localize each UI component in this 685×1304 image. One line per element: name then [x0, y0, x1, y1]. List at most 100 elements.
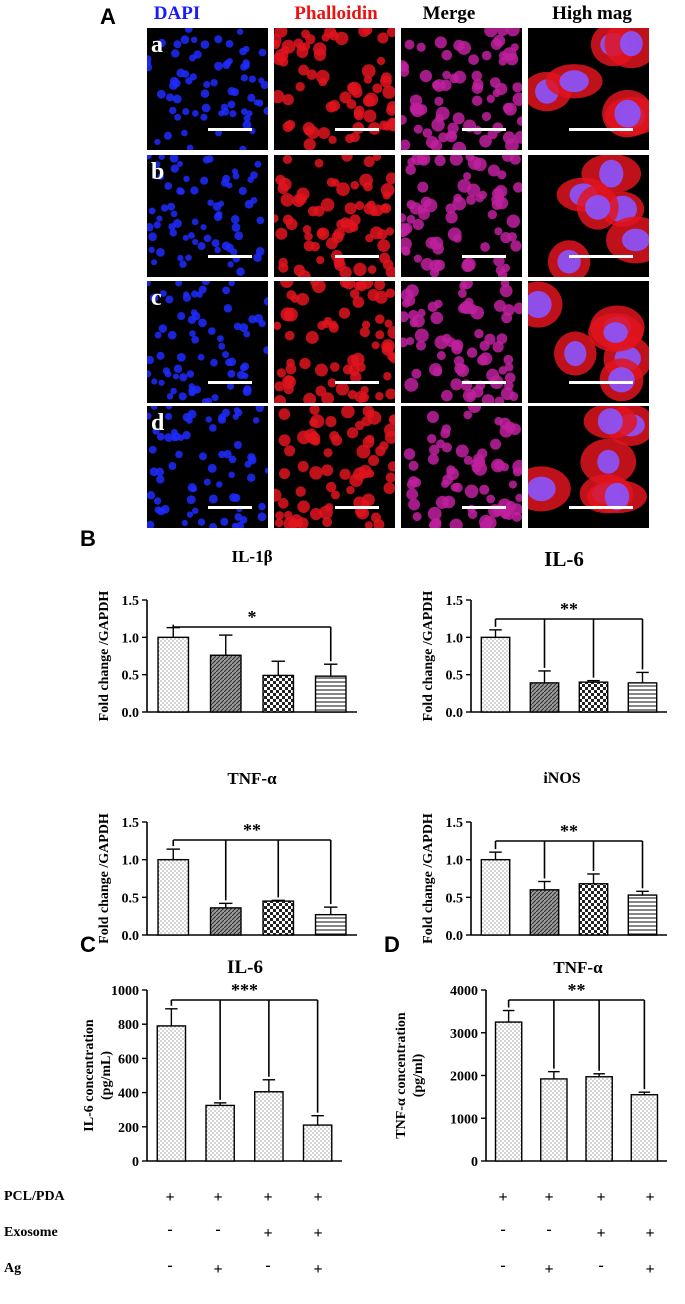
cell [191, 36, 198, 44]
cell [346, 485, 355, 495]
cell [506, 28, 520, 37]
cell [328, 320, 338, 330]
cell [157, 173, 165, 181]
chart-6: TNF-α 0 1000 2000 3000 4000 TNF-α concentratio… [394, 958, 667, 1170]
cell [234, 231, 244, 241]
cell [374, 290, 388, 304]
cell [313, 48, 327, 62]
cell [327, 378, 337, 388]
cell [352, 296, 365, 308]
bar-4 [630, 1094, 659, 1162]
cell [216, 481, 223, 488]
cell [512, 82, 522, 93]
cell [178, 392, 187, 401]
bar-a [157, 636, 190, 713]
cell [240, 108, 248, 116]
cell [199, 452, 207, 461]
cell-nucleus [557, 249, 581, 274]
cell [200, 224, 207, 231]
cell [166, 93, 175, 102]
cell [184, 28, 193, 33]
cell [181, 129, 188, 137]
cell [409, 318, 419, 328]
cell [477, 354, 488, 366]
cell [175, 281, 183, 287]
micrograph-cells [403, 406, 522, 528]
cell [365, 233, 374, 243]
bar-d [314, 675, 347, 713]
cell [474, 456, 486, 468]
cell [165, 295, 174, 304]
cell [179, 373, 188, 382]
cell [187, 483, 197, 493]
treatment-row-label: Exosome [4, 1225, 58, 1240]
cell [455, 444, 469, 458]
cell [177, 254, 184, 262]
bar-1 [156, 1025, 187, 1162]
cell [230, 88, 240, 97]
cell [274, 395, 287, 403]
cell [511, 511, 522, 522]
cell [431, 80, 441, 90]
cell [401, 311, 409, 323]
micrograph-cells [274, 281, 395, 403]
chart-title: TNF-α [227, 769, 277, 788]
bar-b [209, 907, 242, 936]
cell [217, 335, 224, 342]
cell [280, 307, 295, 322]
cell [172, 373, 179, 380]
cell [380, 203, 392, 214]
cell-nucleus [608, 367, 635, 393]
cell [452, 482, 463, 493]
charts: IL-1β 0.0 0.5 1.0 1.5 Fold change /GAPDH * IL-6… [82, 547, 667, 1170]
micrograph-cells [274, 28, 395, 150]
cell [286, 290, 297, 300]
cell [158, 324, 168, 333]
microscopy-column-headers: DAPI Phalloidin Merge High mag [154, 3, 633, 24]
cell [156, 432, 165, 441]
cell [441, 49, 453, 61]
cell [515, 493, 522, 502]
cell [200, 40, 210, 49]
cell [214, 61, 223, 71]
cell [384, 430, 395, 444]
cell [167, 330, 177, 340]
micrograph-cells [147, 281, 268, 403]
cell [218, 200, 225, 207]
cell [375, 330, 385, 340]
cell [374, 281, 386, 291]
significance-label: ** [560, 821, 578, 841]
chart-3: TNF-α 0.0 0.5 1.0 1.5 Fold change /GAPDH ** [97, 769, 357, 944]
cell [147, 55, 152, 63]
cell [401, 60, 408, 72]
cell [303, 392, 317, 403]
cell [252, 417, 260, 424]
scale-bar [462, 255, 506, 258]
row-label-c: c [151, 285, 162, 311]
cell [372, 83, 383, 94]
cell [336, 219, 347, 230]
treatment-value-c: + [165, 1189, 174, 1206]
bar-d [314, 913, 347, 936]
cell [405, 164, 416, 176]
cell [247, 176, 254, 184]
cell [486, 494, 495, 504]
cell [344, 202, 357, 215]
cell [278, 262, 289, 273]
cell [484, 333, 496, 345]
cell [233, 440, 242, 450]
cell [449, 155, 463, 166]
cell [458, 289, 467, 298]
cell [452, 141, 467, 150]
cell [461, 259, 475, 273]
cell [314, 158, 324, 168]
cell [465, 155, 475, 162]
cell [510, 240, 522, 252]
cell [165, 412, 173, 421]
y-axis-label: Fold change /GAPDH [97, 813, 112, 944]
y-tick-label: 1.5 [446, 594, 464, 609]
treatment-value-c: - [265, 1257, 270, 1274]
cell [328, 135, 337, 144]
cell [248, 315, 257, 324]
cell [335, 382, 349, 396]
